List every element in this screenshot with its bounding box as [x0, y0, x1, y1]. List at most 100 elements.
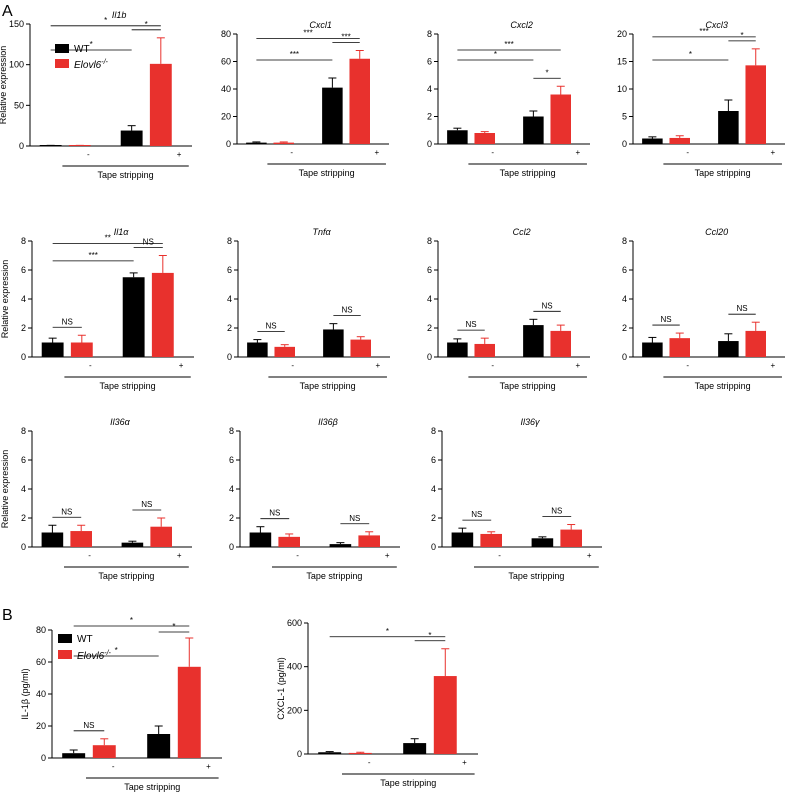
chart-8: 0 2 4 6 8 - + Tape stripping Il36α Relative expre…	[0, 417, 192, 581]
bar-ko-0	[474, 343, 495, 357]
y-axis-label: IL-1β (pg/ml)	[20, 668, 30, 719]
y-tick-label: 2	[622, 323, 627, 333]
bar-ko-1	[358, 535, 380, 547]
y-tick-label: 8	[431, 426, 436, 436]
sig-label: NS	[341, 306, 352, 315]
y-tick-label: 50	[14, 100, 24, 110]
bar-ko-1	[149, 63, 172, 146]
sig-label: ***	[699, 27, 708, 36]
x-tick-label: -	[89, 361, 92, 370]
y-axis-label: Relative expression	[0, 46, 8, 125]
bar-ko-0	[273, 142, 294, 144]
y-tick-label: 2	[229, 513, 234, 523]
y-tick-label: 60	[36, 657, 46, 667]
y-tick-label: 8	[21, 426, 26, 436]
sig-label: NS	[660, 315, 671, 324]
x-tick-label: +	[771, 361, 776, 370]
y-tick-label: 0	[19, 141, 24, 151]
y-tick-label: 0	[21, 542, 26, 552]
x-tick-label: -	[290, 148, 293, 157]
y-tick-label: 40	[221, 84, 231, 94]
sig-label: *	[115, 646, 118, 655]
chart-title: Il1b	[112, 10, 127, 20]
sig-label: *	[740, 31, 743, 40]
sig-label: *	[104, 16, 107, 25]
bar-wt-0	[246, 142, 267, 144]
x-axis-label: Tape stripping	[124, 782, 180, 792]
bar-wt-1	[718, 341, 739, 357]
bar-wt-1	[322, 87, 343, 144]
x-tick-label: -	[87, 150, 90, 159]
bar-wt-0	[41, 532, 64, 547]
y-tick-label: 8	[427, 29, 432, 39]
sig-label: ***	[341, 33, 350, 42]
x-tick-label: -	[491, 148, 494, 157]
sig-label: *	[428, 631, 431, 640]
sig-label: ***	[290, 50, 299, 59]
sig-label: NS	[269, 509, 280, 518]
chart-12: 0 200 400 600 - + Tape stripping CXCL-1 (pg/ml)…	[276, 618, 478, 788]
sig-label: NS	[83, 721, 94, 730]
x-tick-label: -	[498, 551, 501, 560]
legend-b: WT Elovl6-/-	[58, 634, 112, 662]
bar-wt-0	[247, 342, 268, 357]
sig-label: NS	[61, 507, 72, 516]
y-tick-label: 20	[221, 112, 231, 122]
y-tick-label: 15	[617, 57, 627, 67]
y-tick-label: 0	[297, 749, 302, 759]
y-tick-label: 4	[622, 294, 627, 304]
x-axis-label: Tape stripping	[98, 571, 154, 581]
sig-label: **	[105, 234, 111, 243]
y-tick-label: 200	[287, 705, 302, 715]
sig-label: ***	[88, 251, 97, 260]
legend-label-wt: WT	[77, 634, 93, 645]
x-tick-label: -	[296, 551, 299, 560]
sig-label: NS	[541, 301, 552, 310]
y-tick-label: 2	[21, 323, 26, 333]
x-tick-label: +	[206, 762, 211, 771]
x-tick-label: -	[686, 148, 689, 157]
x-tick-label: +	[576, 148, 581, 157]
bar-wt-1	[718, 111, 739, 144]
chart-title: Tnfα	[313, 227, 332, 237]
y-tick-label: 10	[617, 84, 627, 94]
y-tick-label: 80	[36, 625, 46, 635]
bar-ko-0	[70, 342, 93, 357]
y-tick-label: 0	[427, 139, 432, 149]
x-tick-label: -	[88, 551, 91, 560]
x-tick-label: +	[177, 150, 182, 159]
x-axis-label: Tape stripping	[299, 168, 355, 178]
x-tick-label: +	[376, 361, 381, 370]
x-tick-label: +	[385, 551, 390, 560]
y-tick-label: 4	[21, 484, 26, 494]
x-tick-label: -	[112, 762, 115, 771]
y-tick-label: 150	[9, 19, 24, 29]
y-tick-label: 0	[427, 352, 432, 362]
bar-wt-1	[531, 538, 554, 547]
bar-wt-0	[249, 532, 272, 547]
y-tick-label: 6	[427, 57, 432, 67]
bar-ko-0	[348, 752, 372, 754]
y-tick-label: 0	[622, 139, 627, 149]
y-tick-label: 6	[427, 265, 432, 275]
sig-label: *	[689, 50, 692, 59]
sig-label: ***	[303, 29, 312, 38]
bar-wt-0	[451, 532, 474, 547]
bar-ko-0	[669, 338, 690, 357]
chart-title: Ccl20	[705, 227, 728, 237]
x-tick-label: -	[291, 361, 294, 370]
bar-ko-0	[480, 533, 502, 547]
y-tick-label: 2	[227, 323, 232, 333]
y-tick-label: 8	[622, 236, 627, 246]
y-tick-label: 0	[227, 352, 232, 362]
x-tick-label: -	[368, 758, 371, 767]
panel-label-a: A	[2, 3, 13, 20]
y-tick-label: 20	[36, 721, 46, 731]
bar-ko-1	[151, 272, 174, 357]
x-tick-label: -	[491, 361, 494, 370]
bar-ko-1	[350, 339, 371, 357]
sig-label: NS	[141, 500, 152, 509]
